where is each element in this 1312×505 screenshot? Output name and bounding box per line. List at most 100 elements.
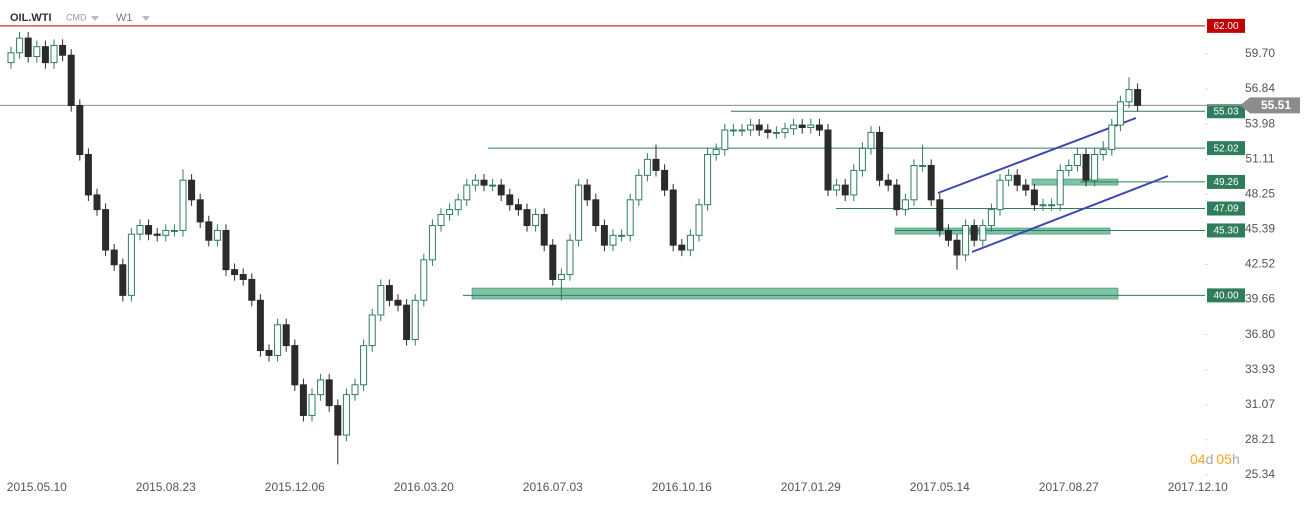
level-label: 55.03 (1213, 106, 1238, 117)
dropdown-arrow[interactable] (91, 16, 99, 21)
candle-body (420, 259, 428, 301)
x-tick-label: 2017.08.27 (1039, 480, 1099, 494)
candle-body (747, 124, 755, 131)
candle-body (342, 394, 350, 436)
candle-body (179, 179, 187, 231)
candle-body (497, 184, 505, 196)
candle-body (910, 165, 918, 201)
candle-body (162, 229, 170, 236)
x-tick-label: 2016.03.20 (394, 480, 454, 494)
x-tick-label: 2017.12.10 (1168, 480, 1228, 494)
candle-body (188, 179, 196, 201)
candle-body (712, 149, 720, 155)
timer-hours: 05 (1216, 451, 1232, 467)
candle-body (575, 184, 583, 241)
candle-body (84, 153, 92, 196)
market: CMD (66, 12, 87, 22)
candle-body (222, 229, 230, 271)
y-tick-label: 28.21 (1245, 432, 1275, 446)
candle-body (489, 184, 497, 187)
candle-body (523, 209, 531, 227)
candle-body (67, 54, 75, 106)
candle-body (669, 189, 677, 246)
candle-body (841, 184, 849, 196)
candle-body (600, 225, 608, 246)
candle-body (1013, 174, 1021, 186)
level-label-box (1207, 104, 1245, 119)
candle-body (153, 233, 161, 236)
y-tick-label: 45.39 (1245, 222, 1275, 236)
timeframe[interactable]: W1 (116, 12, 133, 24)
candle-body (248, 278, 256, 301)
candle-body (953, 239, 961, 256)
y-tick-label: 53.98 (1245, 116, 1275, 130)
candle-body (411, 299, 419, 340)
candle-body (738, 129, 746, 132)
level-label: 52.02 (1213, 143, 1238, 154)
candle-body (299, 384, 307, 416)
candle-body (678, 244, 686, 251)
candle-body (463, 184, 471, 201)
candle-body (1073, 153, 1081, 167)
candle-body (239, 274, 247, 280)
candle-body (403, 304, 411, 340)
candle-body (944, 229, 952, 241)
timer-days: 04 (1190, 451, 1206, 467)
level-label: 47.09 (1213, 204, 1238, 215)
candle-body (1091, 153, 1099, 181)
level-label-box (1207, 174, 1245, 189)
candle-body (979, 225, 987, 241)
x-tick-label: 2015.08.23 (136, 480, 196, 494)
candle-body (876, 131, 884, 181)
y-tick-label: 42.52 (1245, 257, 1275, 271)
candle-body (471, 179, 479, 186)
candle-body (1099, 149, 1107, 155)
candle-body (781, 128, 789, 133)
candle-body (790, 124, 798, 130)
symbol: OIL.WTI (10, 12, 52, 24)
candle-body (265, 350, 273, 356)
candle-body (1134, 89, 1142, 106)
candle-body (1082, 153, 1090, 181)
candle-body (996, 179, 1004, 211)
candle-body (815, 124, 823, 131)
resistance-label-box (1207, 18, 1245, 33)
candle-body (274, 324, 282, 356)
timer-unit: h (1232, 451, 1240, 467)
candle-body (454, 199, 462, 211)
x-tick-label: 2017.01.29 (781, 480, 841, 494)
candle-body (1065, 165, 1073, 171)
y-tick-label: 48.25 (1245, 186, 1275, 200)
x-tick-label: 2016.10.16 (652, 480, 712, 494)
candle-body (93, 194, 101, 211)
candle-body (446, 209, 454, 216)
candle-body (936, 199, 944, 231)
candle-body (609, 234, 617, 246)
candle-body (635, 174, 643, 201)
candle-body (798, 124, 806, 129)
candle-body (385, 285, 393, 301)
candle-body (540, 214, 548, 246)
channel-line (971, 175, 1169, 253)
level-label: 40.00 (1213, 291, 1238, 302)
candle-body (317, 379, 325, 396)
candle-body (368, 314, 376, 347)
y-tick-label: 59.70 (1245, 46, 1275, 60)
candle-body (334, 405, 342, 436)
candle-body (1116, 101, 1124, 126)
dropdown-arrow[interactable] (142, 16, 150, 21)
y-tick-label: 39.66 (1245, 292, 1275, 306)
candle-body (506, 194, 514, 206)
y-tick-label: 36.80 (1245, 327, 1275, 341)
candle-body (1030, 189, 1038, 206)
candle-body (360, 345, 368, 386)
level-label-box (1207, 223, 1245, 238)
candle-body (145, 225, 153, 235)
level-label-box (1207, 288, 1245, 303)
candle-body (205, 221, 213, 241)
level-label: 49.26 (1213, 177, 1238, 188)
candle-body (867, 131, 875, 149)
candle-body (807, 124, 815, 129)
